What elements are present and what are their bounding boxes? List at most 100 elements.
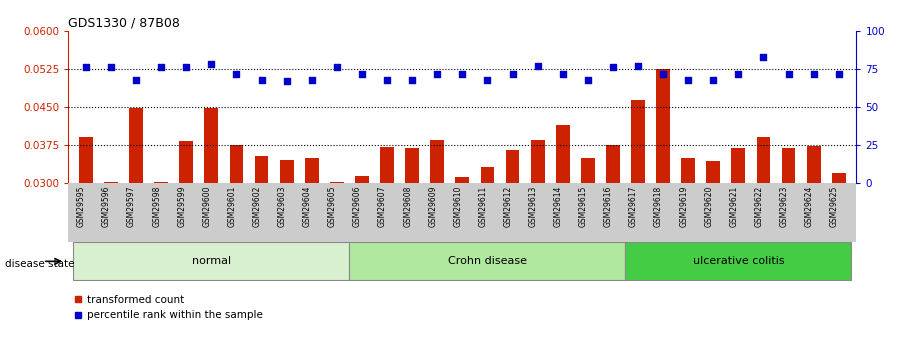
Point xyxy=(78,65,93,70)
Text: GSM29603: GSM29603 xyxy=(278,186,287,227)
Text: GSM29614: GSM29614 xyxy=(554,186,563,227)
FancyBboxPatch shape xyxy=(626,242,851,280)
Bar xyxy=(255,156,269,183)
Text: GDS1330 / 87B08: GDS1330 / 87B08 xyxy=(68,17,180,30)
Bar xyxy=(832,173,845,183)
Point xyxy=(354,71,369,76)
Point xyxy=(128,77,143,82)
Point xyxy=(806,71,821,76)
Point xyxy=(104,65,118,70)
Bar xyxy=(581,158,595,183)
Bar xyxy=(355,176,369,183)
Bar xyxy=(681,158,695,183)
Text: GSM29608: GSM29608 xyxy=(404,186,412,227)
Point xyxy=(706,77,721,82)
Text: GSM29605: GSM29605 xyxy=(328,186,337,227)
Point xyxy=(530,63,545,69)
Text: GSM29617: GSM29617 xyxy=(629,186,638,227)
Bar xyxy=(732,148,745,183)
Bar xyxy=(456,177,469,183)
Text: GSM29609: GSM29609 xyxy=(428,186,437,227)
Text: GSM29606: GSM29606 xyxy=(353,186,362,227)
Point xyxy=(455,71,470,76)
Point xyxy=(280,78,294,84)
Point xyxy=(556,71,570,76)
Point xyxy=(506,71,520,76)
Text: GSM29624: GSM29624 xyxy=(804,186,814,227)
Text: GSM29625: GSM29625 xyxy=(830,186,839,227)
Point xyxy=(480,77,495,82)
Point xyxy=(330,65,344,70)
Text: disease state: disease state xyxy=(5,259,74,269)
Bar xyxy=(556,125,569,183)
Point xyxy=(732,71,746,76)
Text: normal: normal xyxy=(192,256,230,266)
Text: ulcerative colitis: ulcerative colitis xyxy=(692,256,784,266)
Bar xyxy=(631,100,645,183)
Bar xyxy=(606,145,619,183)
Bar xyxy=(656,69,670,183)
Bar xyxy=(230,145,243,183)
Text: GSM29615: GSM29615 xyxy=(578,186,588,227)
Point xyxy=(782,71,796,76)
Bar xyxy=(782,148,795,183)
Bar xyxy=(79,137,93,183)
FancyBboxPatch shape xyxy=(350,242,626,280)
Text: GSM29600: GSM29600 xyxy=(202,186,211,227)
Bar xyxy=(154,182,169,183)
Bar xyxy=(129,108,143,183)
Text: GSM29619: GSM29619 xyxy=(680,186,688,227)
Bar xyxy=(380,147,394,183)
Point xyxy=(606,65,620,70)
Bar xyxy=(330,182,343,183)
Point xyxy=(204,62,219,67)
Text: GSM29596: GSM29596 xyxy=(102,186,111,227)
Point xyxy=(681,77,695,82)
Text: GSM29610: GSM29610 xyxy=(454,186,462,227)
Text: GSM29623: GSM29623 xyxy=(780,186,789,227)
Text: GSM29622: GSM29622 xyxy=(754,186,763,227)
Text: Crohn disease: Crohn disease xyxy=(448,256,527,266)
Legend: transformed count, percentile rank within the sample: transformed count, percentile rank withi… xyxy=(74,295,263,320)
Point xyxy=(380,77,394,82)
Point xyxy=(179,65,193,70)
Text: GSM29618: GSM29618 xyxy=(654,186,663,227)
Bar xyxy=(506,150,519,183)
Point xyxy=(304,77,319,82)
Bar xyxy=(179,141,193,183)
Text: GSM29597: GSM29597 xyxy=(127,186,136,227)
Text: GSM29611: GSM29611 xyxy=(478,186,487,227)
FancyBboxPatch shape xyxy=(74,242,350,280)
Text: GSM29599: GSM29599 xyxy=(178,186,186,227)
Bar xyxy=(405,148,419,183)
Text: GSM29598: GSM29598 xyxy=(152,186,161,227)
Point xyxy=(154,65,169,70)
Point xyxy=(756,54,771,60)
Text: GSM29621: GSM29621 xyxy=(730,186,739,227)
Bar xyxy=(204,108,219,183)
Point xyxy=(404,77,419,82)
Bar xyxy=(104,182,118,183)
Bar xyxy=(480,167,495,183)
Text: GSM29601: GSM29601 xyxy=(228,186,237,227)
Bar xyxy=(756,137,771,183)
Point xyxy=(230,71,244,76)
Point xyxy=(254,77,269,82)
Point xyxy=(580,77,595,82)
Point xyxy=(832,71,846,76)
Bar xyxy=(706,161,721,183)
Bar xyxy=(807,146,821,183)
Point xyxy=(656,71,670,76)
Text: GSM29613: GSM29613 xyxy=(528,186,537,227)
Bar xyxy=(305,158,319,183)
Point xyxy=(430,71,445,76)
Text: GSM29602: GSM29602 xyxy=(252,186,261,227)
Text: GSM29604: GSM29604 xyxy=(302,186,312,227)
Text: GSM29607: GSM29607 xyxy=(378,186,387,227)
Text: GSM29612: GSM29612 xyxy=(504,186,513,227)
Text: GSM29595: GSM29595 xyxy=(77,186,86,227)
Bar xyxy=(430,140,445,183)
Text: GSM29616: GSM29616 xyxy=(604,186,613,227)
Text: GSM29620: GSM29620 xyxy=(704,186,713,227)
Bar xyxy=(280,160,293,183)
